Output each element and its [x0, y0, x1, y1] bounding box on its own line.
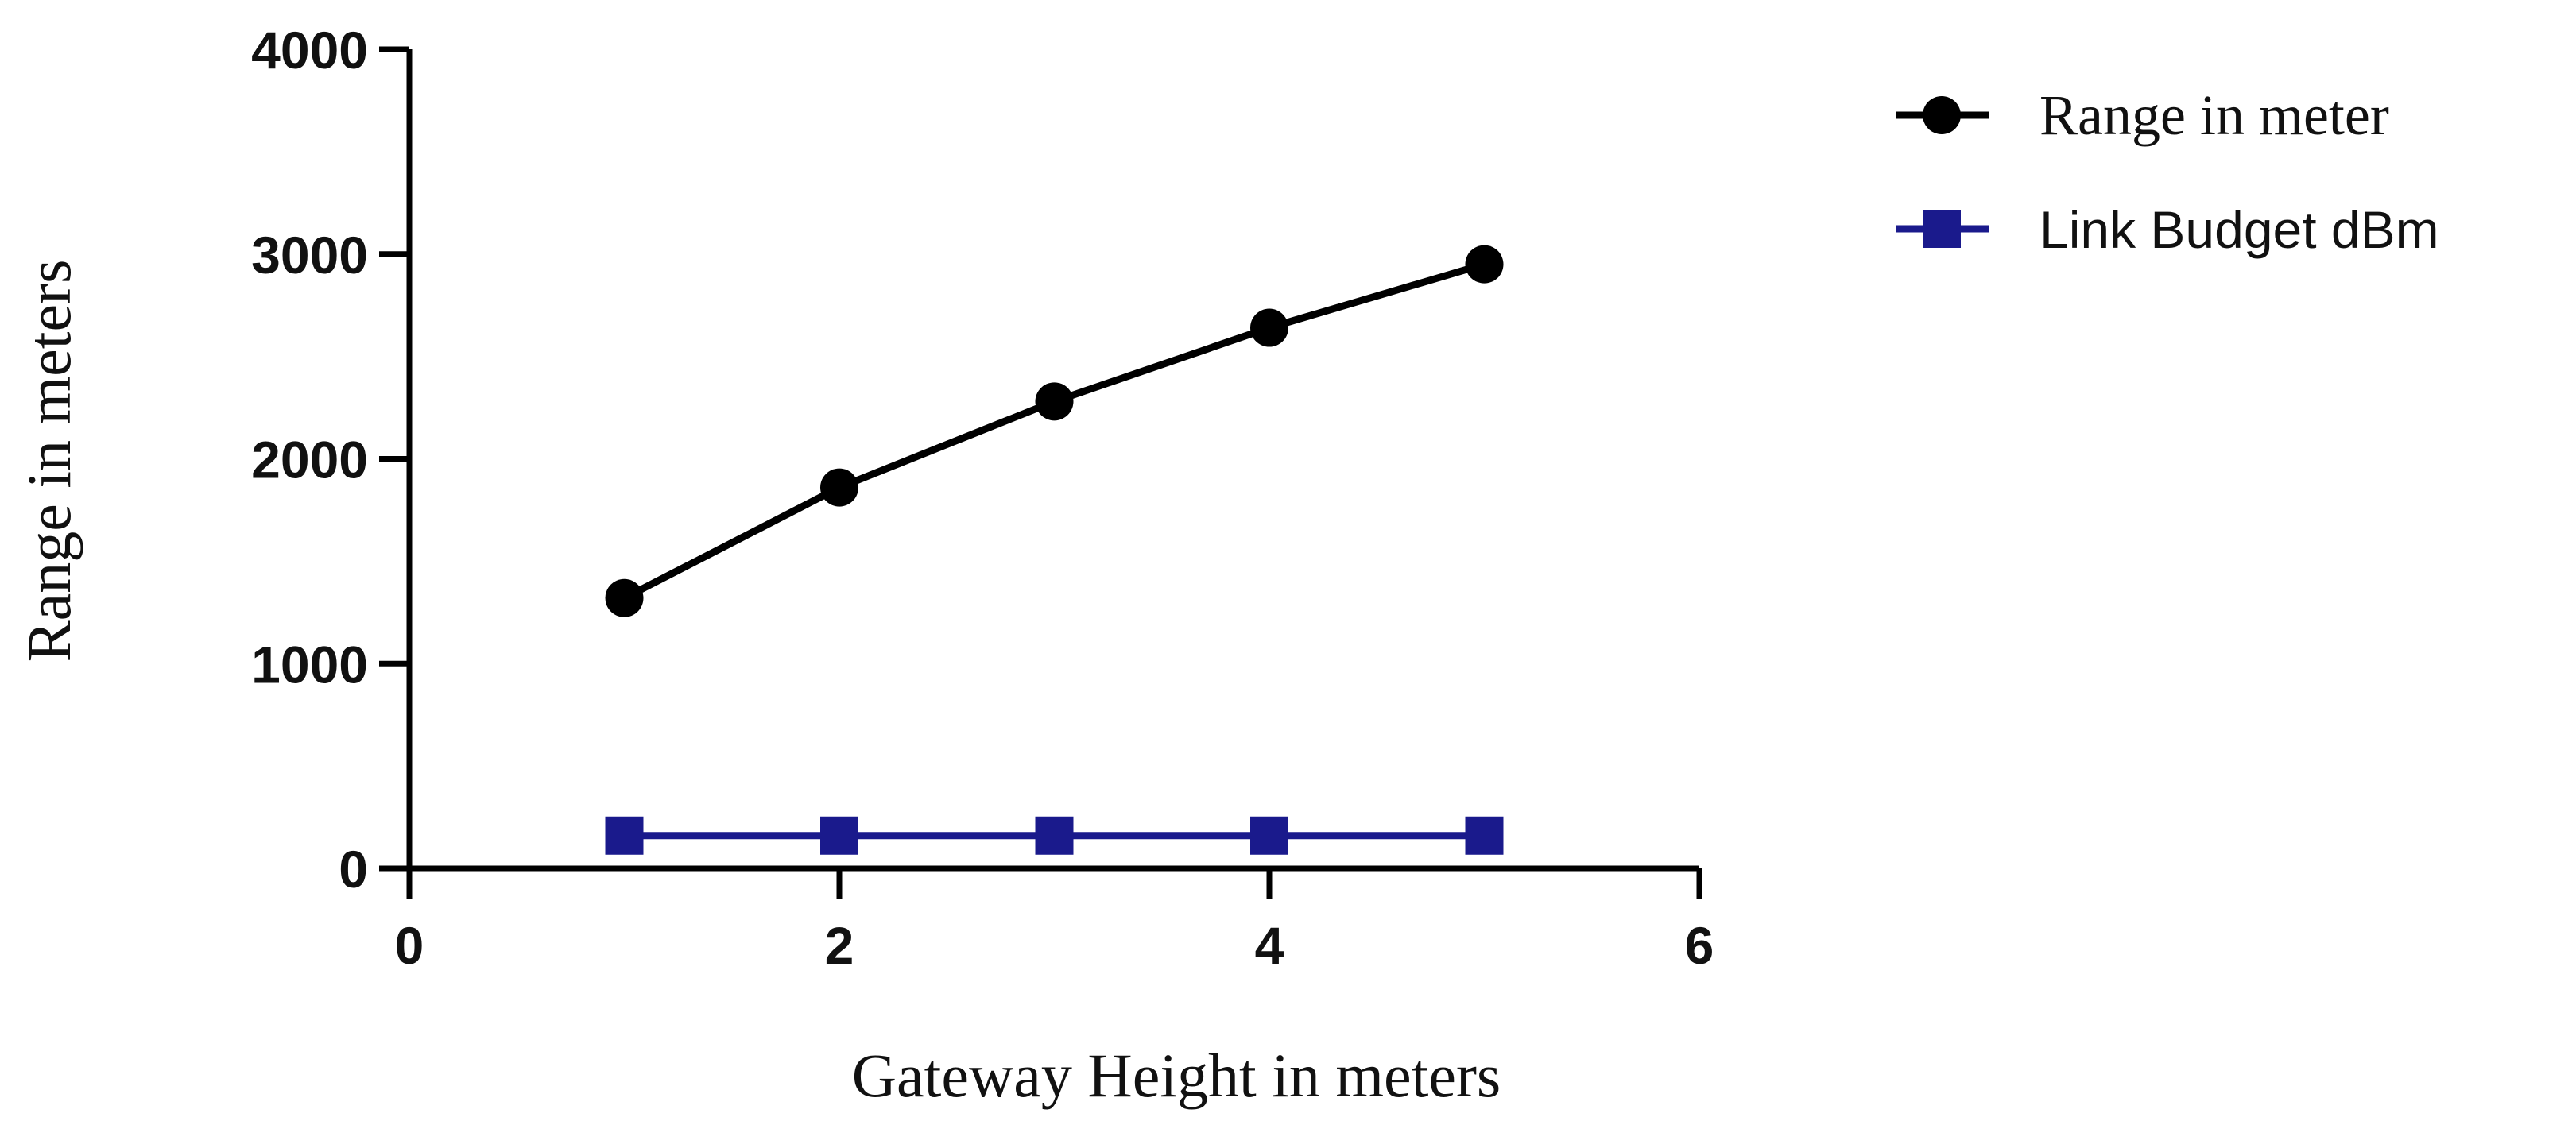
x-tick-label: 4	[1255, 916, 1284, 975]
link-budget-point	[1250, 816, 1288, 855]
y-tick-label: 0	[339, 840, 368, 899]
x-axis-title: Gateway Height in meters	[852, 1041, 1501, 1110]
link-budget-point	[605, 816, 644, 855]
range-series-line	[622, 261, 1486, 601]
x-tick-label: 2	[825, 916, 854, 975]
range-point	[605, 578, 644, 617]
legend-link-budget-marker	[1923, 210, 1961, 248]
legend: Range in meter Link Budget dBm	[1896, 83, 2439, 259]
plot-area	[605, 245, 1504, 855]
y-tick-label: 3000	[251, 226, 368, 284]
y-axis-title: Range in meters	[14, 260, 83, 663]
axes: 0 2 4 6 0 1000 2000 3000 4000	[251, 21, 1714, 975]
y-tick-label: 2000	[251, 431, 368, 489]
x-tick-label: 6	[1685, 916, 1714, 975]
link-budget-point	[1035, 816, 1074, 855]
link-budget-point	[1465, 816, 1504, 855]
legend-range-label: Range in meter	[2039, 83, 2389, 147]
legend-range-marker	[1923, 96, 1961, 134]
y-tick-label: 4000	[251, 21, 368, 79]
range-point	[1035, 382, 1074, 421]
range-point	[1465, 245, 1504, 284]
range-point	[820, 468, 858, 507]
range-point	[1250, 308, 1288, 347]
legend-link-budget-label: Link Budget dBm	[2039, 200, 2439, 259]
link-budget-point	[820, 816, 858, 855]
x-tick-label: 0	[395, 916, 424, 975]
y-tick-label: 1000	[251, 635, 368, 694]
